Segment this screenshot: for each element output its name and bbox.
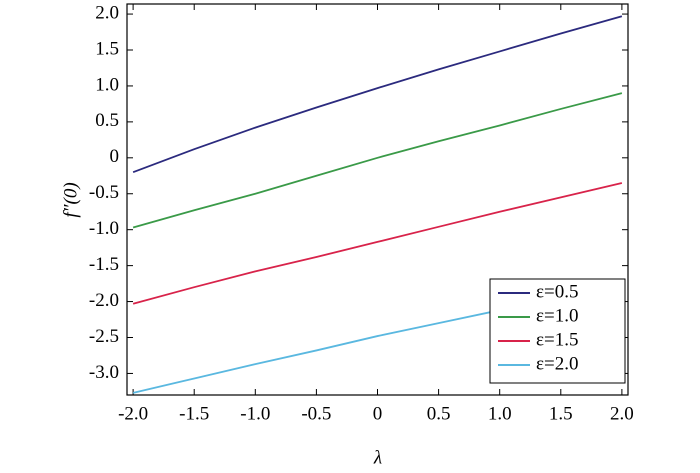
legend-label: ε=2.0 (536, 353, 578, 374)
x-tick-label: 0 (373, 403, 383, 424)
y-tick-label: -2.5 (89, 326, 119, 347)
x-tick-label: 0.5 (427, 403, 451, 424)
x-tick-label: 1.0 (488, 403, 512, 424)
x-tick-label: 1.5 (549, 403, 573, 424)
legend-label: ε=0.5 (536, 281, 578, 302)
x-tick-label: -1.5 (179, 403, 209, 424)
x-tick-label: -2.0 (118, 403, 148, 424)
x-tick-label: -0.5 (301, 403, 331, 424)
series-line (132, 92, 623, 229)
series-line (132, 182, 623, 305)
y-tick-label: -1.5 (89, 254, 119, 275)
legend-label: ε=1.0 (536, 305, 578, 326)
y-tick-label: -0.5 (89, 182, 119, 203)
y-tick-label: 1.5 (95, 38, 119, 59)
y-tick-label: 1.0 (95, 74, 119, 95)
y-tick-label: -1.0 (89, 218, 119, 239)
x-tick-label: 2.0 (610, 403, 634, 424)
x-axis-label: λ (373, 447, 382, 468)
x-tick-label: -1.0 (240, 403, 270, 424)
y-tick-label: 2.0 (95, 2, 119, 23)
y-tick-label: 0 (110, 146, 120, 167)
y-tick-label: -2.0 (89, 290, 119, 311)
legend-box (489, 278, 626, 384)
legend-label: ε=1.5 (536, 329, 578, 350)
series-line (132, 15, 623, 174)
y-tick-label: -3.0 (89, 362, 119, 383)
y-tick-label: 0.5 (95, 110, 119, 131)
y-axis-label: f″(0) (60, 182, 81, 217)
